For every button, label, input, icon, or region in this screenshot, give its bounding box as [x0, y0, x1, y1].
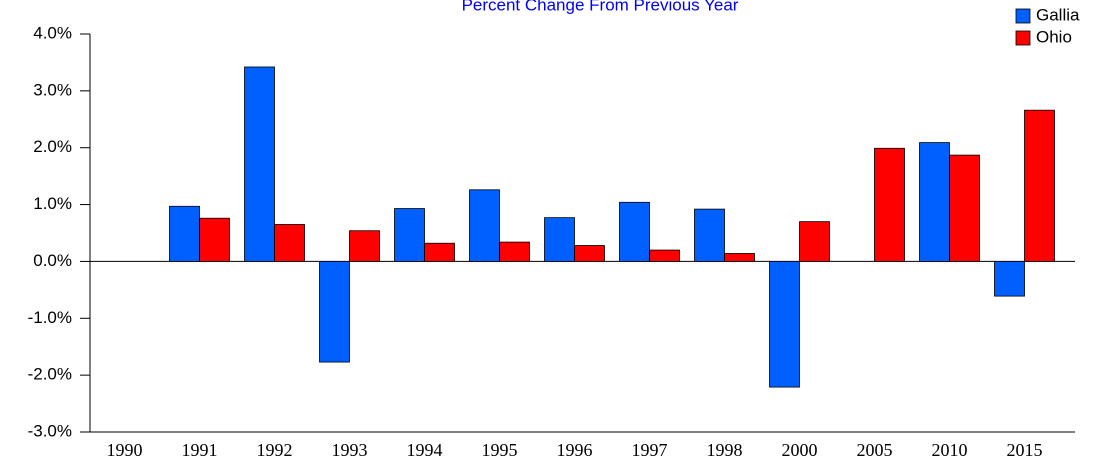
bar: [1024, 109, 1055, 262]
bar: [424, 242, 455, 262]
x-tick-label: 1996: [557, 440, 593, 460]
bar: [649, 249, 680, 262]
bar: [694, 208, 725, 262]
bar: [619, 201, 650, 262]
y-tick-label: -2.0%: [28, 365, 72, 384]
x-tick-label: 2005: [857, 440, 893, 460]
x-tick-label: 2010: [932, 440, 968, 460]
x-tick-label: 1991: [182, 440, 218, 460]
legend-label: Ohio: [1036, 27, 1072, 46]
bar: [769, 261, 800, 388]
x-tick-label: 1993: [332, 440, 368, 460]
y-tick-label: 1.0%: [33, 194, 72, 213]
y-tick-label: -1.0%: [28, 308, 72, 327]
bar: [319, 261, 350, 363]
chart-title: Percent Change From Previous Year: [462, 0, 739, 14]
y-tick-label: 0.0%: [33, 251, 72, 270]
y-tick-label: -3.0%: [28, 421, 72, 440]
bar: [544, 217, 575, 262]
bar: [394, 208, 425, 262]
bar: [799, 221, 830, 262]
bar: [499, 241, 530, 262]
bar: [349, 230, 380, 262]
bar: [469, 189, 500, 262]
legend-swatch: [1015, 30, 1031, 46]
x-tick-label: 1990: [107, 440, 143, 460]
y-tick-label: 2.0%: [33, 137, 72, 156]
bar: [274, 224, 305, 262]
bar: [169, 205, 200, 262]
bar: [724, 253, 755, 262]
bar: [919, 142, 950, 262]
y-tick-label: 4.0%: [33, 23, 72, 42]
x-tick-label: 1997: [632, 440, 668, 460]
x-tick-label: 2000: [782, 440, 818, 460]
legend-swatch: [1015, 8, 1031, 24]
legend-label: Gallia: [1036, 5, 1080, 24]
y-tick-label: 3.0%: [33, 80, 72, 99]
bar: [244, 66, 275, 262]
bar: [949, 154, 980, 262]
x-tick-label: 1992: [257, 440, 293, 460]
x-tick-label: 1995: [482, 440, 518, 460]
bar: [199, 217, 230, 262]
bar: [574, 245, 605, 262]
bar: [994, 261, 1025, 297]
bar: [874, 147, 905, 262]
x-tick-label: 2015: [1007, 440, 1043, 460]
x-tick-label: 1994: [407, 440, 443, 460]
x-tick-label: 1998: [707, 440, 743, 460]
